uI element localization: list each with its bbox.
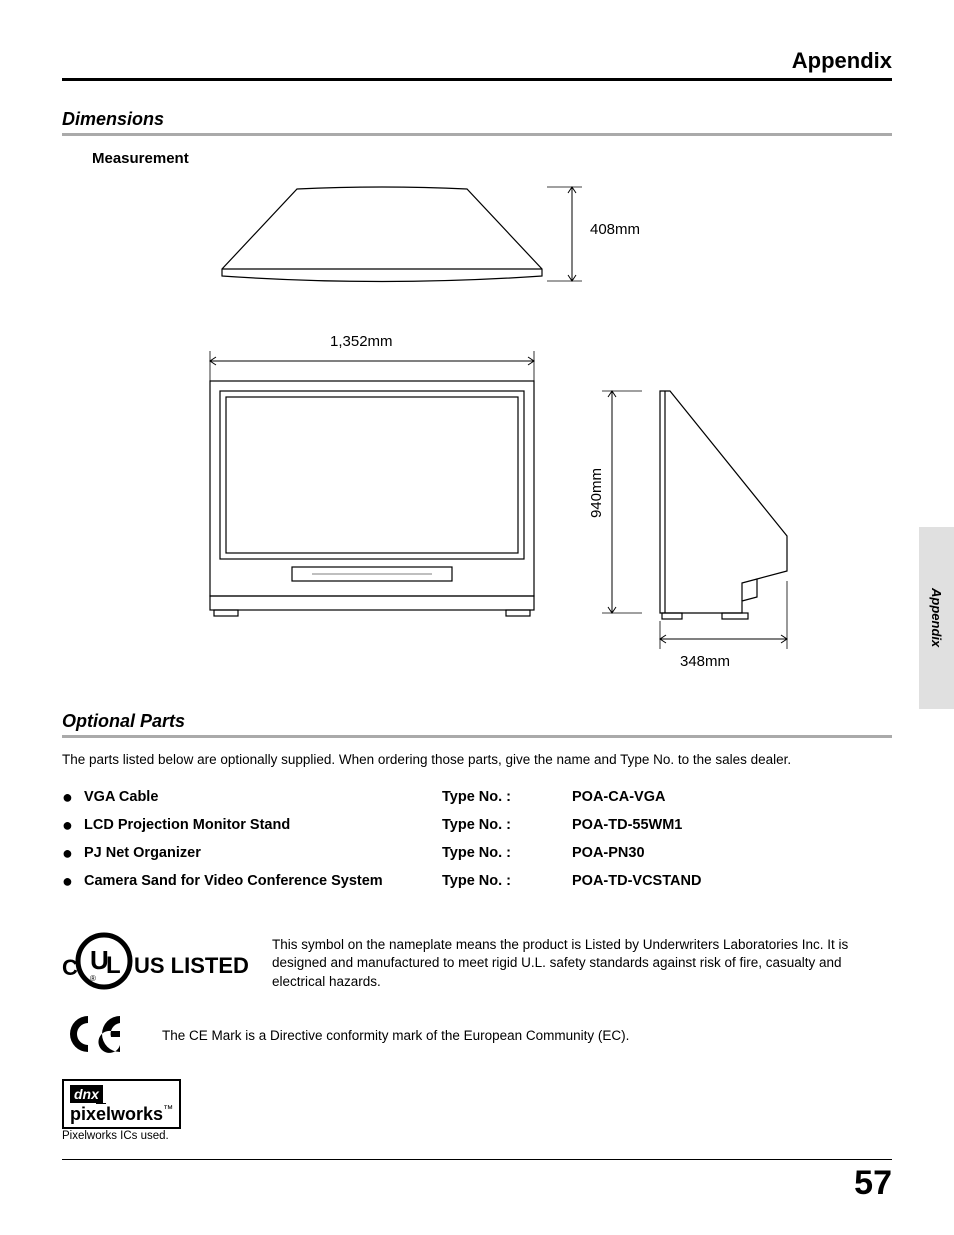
svg-text:®: ® — [90, 974, 96, 983]
measurement-subhead: Measurement — [92, 150, 892, 167]
bullet-icon: ● — [62, 846, 84, 860]
side-depth-label: 348mm — [680, 653, 730, 670]
pixelworks-dnx: dnx — [70, 1085, 103, 1103]
side-tab-label: Appendix — [929, 588, 944, 647]
page-title: Appendix — [62, 48, 892, 74]
top-view-drawing — [192, 181, 612, 301]
part-name: LCD Projection Monitor Stand — [84, 817, 442, 833]
page-number: 57 — [854, 1164, 892, 1202]
ce-cert-block: The CE Mark is a Directive conformity ma… — [62, 1012, 892, 1061]
svg-text:L: L — [106, 952, 121, 979]
part-name: Camera Sand for Video Conference System — [84, 873, 442, 889]
parts-row: ● PJ Net Organizer Type No. : POA-PN30 — [62, 845, 892, 861]
type-number: POA-TD-55WM1 — [572, 817, 682, 833]
pixelworks-caption: Pixelworks ICs used. — [62, 1130, 892, 1142]
optional-parts-intro: The parts listed below are optionally su… — [62, 752, 892, 767]
type-number: POA-TD-VCSTAND — [572, 873, 701, 889]
ce-logo — [62, 1012, 162, 1061]
svg-text:US LISTED: US LISTED — [134, 953, 249, 978]
page-footer: 57 — [62, 1159, 892, 1203]
dimensions-diagram: 408mm — [62, 181, 892, 701]
type-label: Type No. : — [442, 789, 572, 805]
part-name: VGA Cable — [84, 789, 442, 805]
bullet-icon: ● — [62, 874, 84, 888]
parts-row: ● VGA Cable Type No. : POA-CA-VGA — [62, 789, 892, 805]
bullet-icon: ● — [62, 790, 84, 804]
optional-parts-section: Optional Parts The parts listed below ar… — [62, 711, 892, 889]
type-number: POA-PN30 — [572, 845, 645, 861]
pixelworks-logo: dnx pixelworks™ Pixelworks ICs used. — [62, 1079, 892, 1142]
parts-row: ● Camera Sand for Video Conference Syste… — [62, 873, 892, 889]
part-name: PJ Net Organizer — [84, 845, 442, 861]
side-view-drawing — [582, 381, 832, 661]
parts-table: ● VGA Cable Type No. : POA-CA-VGA ● LCD … — [62, 789, 892, 889]
type-label: Type No. : — [442, 845, 572, 861]
ul-cert-block: C U L ® US LISTED This symbol on the nam… — [62, 929, 892, 998]
ce-cert-text: The CE Mark is a Directive conformity ma… — [162, 1027, 629, 1045]
page-header: Appendix — [62, 48, 892, 81]
type-number: POA-CA-VGA — [572, 789, 665, 805]
ul-cert-text: This symbol on the nameplate means the p… — [272, 936, 892, 991]
dimensions-title: Dimensions — [62, 109, 892, 136]
front-view-drawing — [192, 341, 552, 621]
dimensions-section: Dimensions Measurement 408mm — [62, 109, 892, 701]
optional-parts-title: Optional Parts — [62, 711, 892, 738]
side-height-label: 940mm — [588, 468, 605, 518]
side-tab-appendix: Appendix — [919, 527, 954, 709]
front-width-label: 1,352mm — [330, 333, 393, 350]
parts-row: ● LCD Projection Monitor Stand Type No. … — [62, 817, 892, 833]
top-height-label: 408mm — [590, 221, 640, 238]
bullet-icon: ● — [62, 818, 84, 832]
type-label: Type No. : — [442, 873, 572, 889]
ul-logo: C U L ® US LISTED — [62, 929, 272, 998]
type-label: Type No. : — [442, 817, 572, 833]
